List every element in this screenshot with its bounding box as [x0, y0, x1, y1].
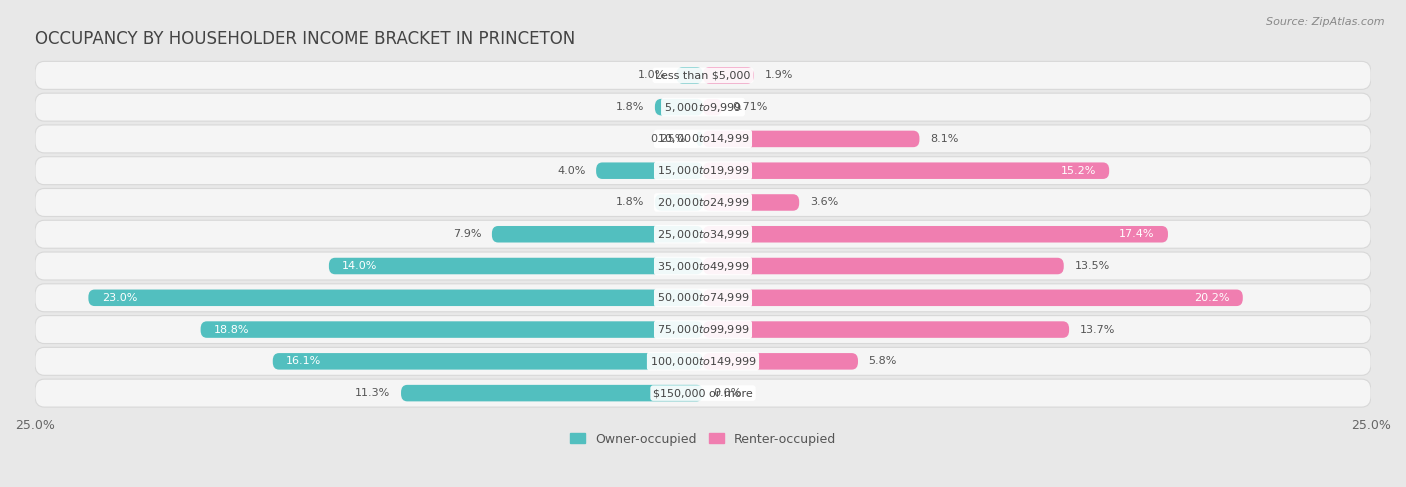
Text: 1.0%: 1.0%: [637, 71, 665, 80]
Legend: Owner-occupied, Renter-occupied: Owner-occupied, Renter-occupied: [565, 428, 841, 450]
Text: $5,000 to $9,999: $5,000 to $9,999: [664, 101, 742, 113]
FancyBboxPatch shape: [655, 194, 703, 211]
FancyBboxPatch shape: [676, 67, 703, 84]
FancyBboxPatch shape: [703, 131, 920, 147]
FancyBboxPatch shape: [35, 284, 1371, 312]
FancyBboxPatch shape: [696, 131, 703, 147]
Text: 1.8%: 1.8%: [616, 102, 644, 112]
Text: $100,000 to $149,999: $100,000 to $149,999: [650, 355, 756, 368]
Text: 8.1%: 8.1%: [931, 134, 959, 144]
Text: 15.2%: 15.2%: [1060, 166, 1095, 176]
FancyBboxPatch shape: [35, 157, 1371, 185]
FancyBboxPatch shape: [35, 125, 1371, 153]
Text: 1.8%: 1.8%: [616, 197, 644, 207]
FancyBboxPatch shape: [35, 220, 1371, 248]
FancyBboxPatch shape: [35, 188, 1371, 216]
Text: $50,000 to $74,999: $50,000 to $74,999: [657, 291, 749, 304]
FancyBboxPatch shape: [703, 258, 1064, 274]
FancyBboxPatch shape: [703, 67, 754, 84]
FancyBboxPatch shape: [401, 385, 703, 401]
Text: 7.9%: 7.9%: [453, 229, 481, 239]
Text: 5.8%: 5.8%: [869, 356, 897, 366]
Text: 3.6%: 3.6%: [810, 197, 838, 207]
Text: 0.25%: 0.25%: [650, 134, 686, 144]
FancyBboxPatch shape: [703, 163, 1109, 179]
FancyBboxPatch shape: [703, 99, 721, 115]
Text: $20,000 to $24,999: $20,000 to $24,999: [657, 196, 749, 209]
Text: 0.0%: 0.0%: [714, 388, 742, 398]
FancyBboxPatch shape: [596, 163, 703, 179]
Text: $15,000 to $19,999: $15,000 to $19,999: [657, 164, 749, 177]
Text: 14.0%: 14.0%: [342, 261, 378, 271]
FancyBboxPatch shape: [35, 252, 1371, 280]
Text: 13.7%: 13.7%: [1080, 324, 1115, 335]
Text: Less than $5,000: Less than $5,000: [655, 71, 751, 80]
Text: OCCUPANCY BY HOUSEHOLDER INCOME BRACKET IN PRINCETON: OCCUPANCY BY HOUSEHOLDER INCOME BRACKET …: [35, 30, 575, 48]
Text: $35,000 to $49,999: $35,000 to $49,999: [657, 260, 749, 273]
Text: 0.71%: 0.71%: [733, 102, 768, 112]
FancyBboxPatch shape: [703, 353, 858, 370]
FancyBboxPatch shape: [273, 353, 703, 370]
FancyBboxPatch shape: [35, 379, 1371, 407]
FancyBboxPatch shape: [703, 321, 1069, 338]
Text: 11.3%: 11.3%: [356, 388, 391, 398]
Text: 20.2%: 20.2%: [1194, 293, 1229, 303]
Text: 23.0%: 23.0%: [101, 293, 138, 303]
FancyBboxPatch shape: [703, 290, 1243, 306]
FancyBboxPatch shape: [35, 316, 1371, 343]
FancyBboxPatch shape: [703, 226, 1168, 243]
Text: 16.1%: 16.1%: [287, 356, 322, 366]
FancyBboxPatch shape: [703, 194, 799, 211]
FancyBboxPatch shape: [492, 226, 703, 243]
FancyBboxPatch shape: [655, 99, 703, 115]
FancyBboxPatch shape: [89, 290, 703, 306]
FancyBboxPatch shape: [35, 61, 1371, 89]
Text: 1.9%: 1.9%: [765, 71, 793, 80]
FancyBboxPatch shape: [35, 347, 1371, 375]
Text: $25,000 to $34,999: $25,000 to $34,999: [657, 228, 749, 241]
FancyBboxPatch shape: [201, 321, 703, 338]
Text: Source: ZipAtlas.com: Source: ZipAtlas.com: [1267, 17, 1385, 27]
Text: 18.8%: 18.8%: [214, 324, 249, 335]
Text: $75,000 to $99,999: $75,000 to $99,999: [657, 323, 749, 336]
Text: $10,000 to $14,999: $10,000 to $14,999: [657, 132, 749, 146]
Text: 4.0%: 4.0%: [557, 166, 585, 176]
Text: 13.5%: 13.5%: [1074, 261, 1109, 271]
FancyBboxPatch shape: [35, 93, 1371, 121]
Text: $150,000 or more: $150,000 or more: [654, 388, 752, 398]
Text: 17.4%: 17.4%: [1119, 229, 1154, 239]
FancyBboxPatch shape: [329, 258, 703, 274]
